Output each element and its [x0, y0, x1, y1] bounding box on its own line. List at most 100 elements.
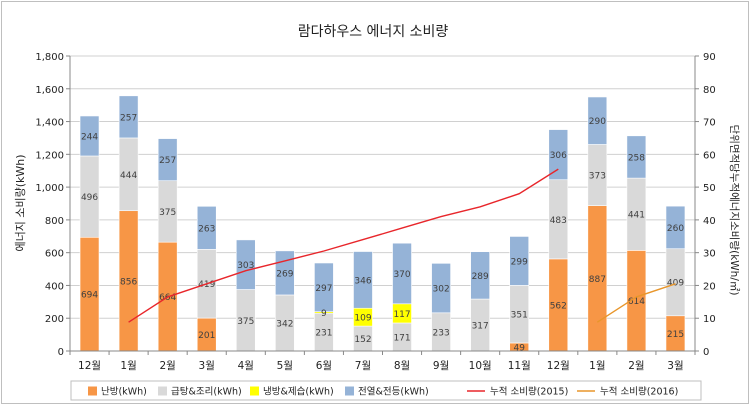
data-label: 346	[354, 276, 371, 286]
y2-tick-label: 80	[703, 85, 716, 96]
legend-swatch	[250, 386, 259, 396]
data-label: 370	[393, 270, 410, 280]
data-label: 664	[159, 293, 176, 303]
data-label: 171	[393, 333, 410, 343]
data-label: 614	[628, 297, 645, 307]
bar-segment	[118, 95, 139, 139]
bar-segment	[509, 236, 530, 286]
y-axis-label: 에너지 소비량(kWh)	[14, 154, 27, 251]
data-label: 257	[159, 156, 176, 166]
data-label: 9	[321, 309, 327, 319]
legend-box	[70, 380, 702, 401]
data-label: 694	[81, 291, 98, 301]
legend-label: 냉방&제습(kWh)	[263, 387, 334, 398]
x-tick-label: 4월	[238, 360, 254, 372]
y2-tick-label: 90	[703, 52, 716, 63]
data-label: 444	[120, 171, 137, 181]
x-tick-label: 2월	[628, 360, 644, 372]
x-tick-label: 3월	[667, 360, 683, 372]
data-label: 117	[393, 310, 410, 320]
data-label: 303	[237, 261, 254, 271]
y-tick-label: 1,200	[35, 150, 64, 161]
legend-label: 누적 소비량(2015)	[490, 386, 568, 398]
bar-segment	[548, 129, 569, 181]
data-label: 289	[472, 272, 489, 282]
data-label: 201	[198, 331, 215, 341]
y2-tick-label: 30	[703, 249, 716, 260]
y2-tick-label: 70	[703, 118, 716, 129]
data-label: 419	[198, 280, 215, 290]
data-label: 856	[120, 277, 137, 287]
data-label: 299	[511, 257, 528, 267]
legend-label: 누적 소비량(2016)	[600, 386, 678, 398]
x-tick-label: 7월	[355, 360, 371, 372]
y2-tick-label: 40	[703, 216, 716, 227]
bar-segment	[157, 138, 178, 182]
x-tick-label: 9월	[433, 360, 449, 372]
data-label: 109	[354, 314, 371, 324]
y-tick-label: 1,800	[35, 52, 64, 63]
y2-tick-label: 0	[703, 347, 709, 358]
bar-labels: 694 496 244 856 444 257 664 375 257 201 419 263 375 3…	[81, 113, 684, 353]
bar-segment	[235, 239, 256, 290]
data-label: 483	[550, 216, 567, 226]
data-label: 351	[511, 311, 528, 321]
x-tick-label: 8월	[394, 360, 410, 372]
bar-segment	[431, 263, 451, 314]
y2-tick-label: 60	[703, 150, 716, 161]
bar-segment	[587, 96, 608, 145]
data-label: 302	[433, 285, 450, 295]
chart-title: 람다하우스 에너지 소비량	[298, 24, 449, 40]
y-tick-label: 0	[58, 347, 64, 358]
data-label: 375	[237, 317, 254, 327]
data-label: 244	[81, 132, 98, 142]
data-label: 49	[513, 343, 525, 353]
bar-segment	[196, 205, 217, 250]
y-tick-label: 1,600	[35, 85, 64, 96]
data-label: 342	[276, 319, 293, 329]
y-tick-label: 200	[45, 314, 64, 325]
data-label: 257	[120, 113, 137, 123]
x-tick-label: 3월	[199, 360, 215, 372]
data-label: 375	[159, 208, 176, 218]
x-tick-label: 11월	[508, 360, 531, 372]
legend-label: 급탕&조리(kWh)	[171, 387, 242, 398]
axes: 0 200 400 600 800 1,000 1,200 1,400 1,600 1,800 0 1…	[35, 52, 715, 372]
bar-segment	[353, 251, 373, 309]
y-tick-label: 600	[45, 249, 64, 260]
x-tick-label: 1월	[120, 360, 136, 372]
x-tick-label: 10월	[469, 360, 492, 372]
y-tick-label: 800	[45, 216, 64, 227]
data-label: 887	[589, 275, 606, 285]
legend-swatch	[158, 386, 167, 396]
x-tick-label: 12월	[547, 360, 570, 372]
data-label: 260	[667, 224, 684, 234]
x-tick-label: 2월	[159, 360, 175, 372]
x-tick-label: 6월	[316, 360, 332, 372]
cumulative-line	[596, 283, 676, 323]
y2-axis-label: 단위면적당누적에너지소비량(kWh/㎡)	[728, 125, 741, 296]
data-label: 258	[628, 153, 645, 163]
bar-segment	[626, 135, 647, 179]
data-label: 233	[433, 328, 450, 338]
y2-tick-label: 10	[703, 314, 716, 325]
x-tick-label: 5월	[277, 360, 293, 372]
legend-label: 난방(kWh)	[101, 387, 147, 398]
bar-segment	[79, 115, 100, 157]
legend-swatch	[345, 386, 354, 396]
y2-tick-label: 50	[703, 183, 716, 194]
bar-segment	[665, 205, 686, 250]
data-label: 441	[628, 211, 645, 221]
cumulative-lines	[128, 168, 676, 323]
y2-tick-label: 20	[703, 281, 716, 292]
data-label: 215	[667, 330, 684, 340]
y-tick-label: 1,000	[35, 183, 64, 194]
bars	[79, 95, 686, 352]
data-label: 231	[315, 329, 332, 339]
data-label: 290	[589, 117, 606, 127]
data-label: 152	[354, 335, 371, 345]
data-label: 306	[550, 151, 567, 161]
data-label: 269	[276, 269, 293, 279]
data-label: 562	[550, 301, 567, 311]
